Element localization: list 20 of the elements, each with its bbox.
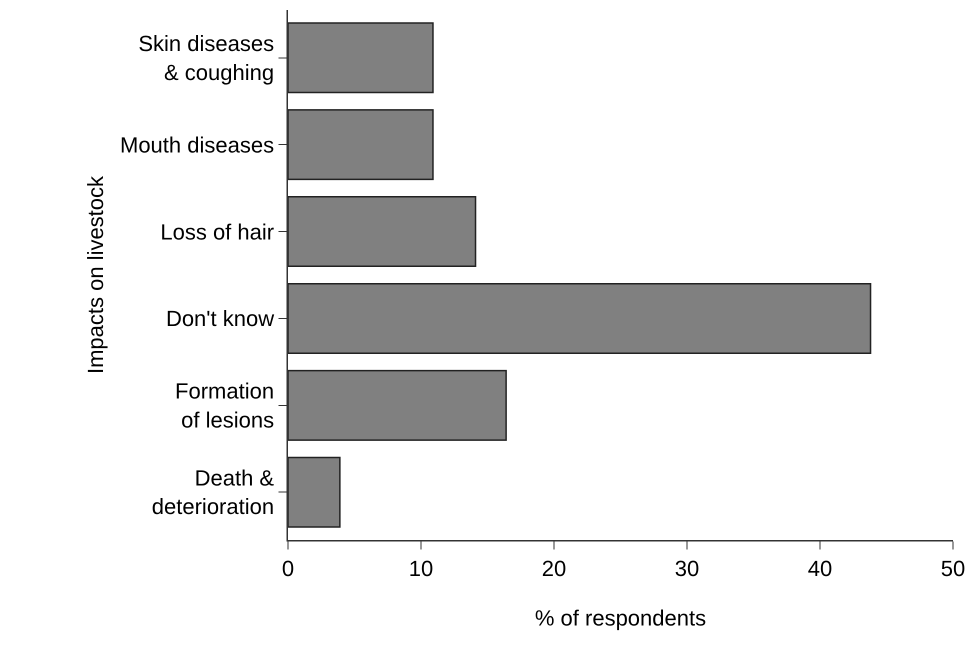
bar	[288, 109, 434, 180]
y-axis-title: Impacts on livestock	[83, 174, 108, 374]
x-tick-label: 0	[282, 556, 294, 581]
y-tick-label: Death & deterioration	[152, 466, 274, 520]
y-tick-label: Don't know	[166, 306, 274, 332]
y-tick-label: Formation of lesions	[175, 378, 274, 432]
bar	[288, 282, 872, 354]
x-tick-label: 10	[408, 556, 434, 581]
x-tick-label: 20	[542, 556, 566, 581]
y-tick-label: Mouth diseases	[120, 132, 274, 158]
y-tick-label: Skin diseases & coughing	[138, 31, 274, 85]
bar	[288, 370, 507, 441]
bar	[288, 456, 341, 528]
x-tick-label: 50	[940, 556, 966, 581]
x-axis-title: % of respondents	[534, 606, 706, 631]
bar	[288, 196, 476, 268]
x-tick-label: 30	[674, 556, 700, 581]
bar	[288, 22, 434, 94]
x-tick-label: 40	[808, 556, 832, 581]
y-tick-label: Loss of hair	[160, 219, 274, 244]
